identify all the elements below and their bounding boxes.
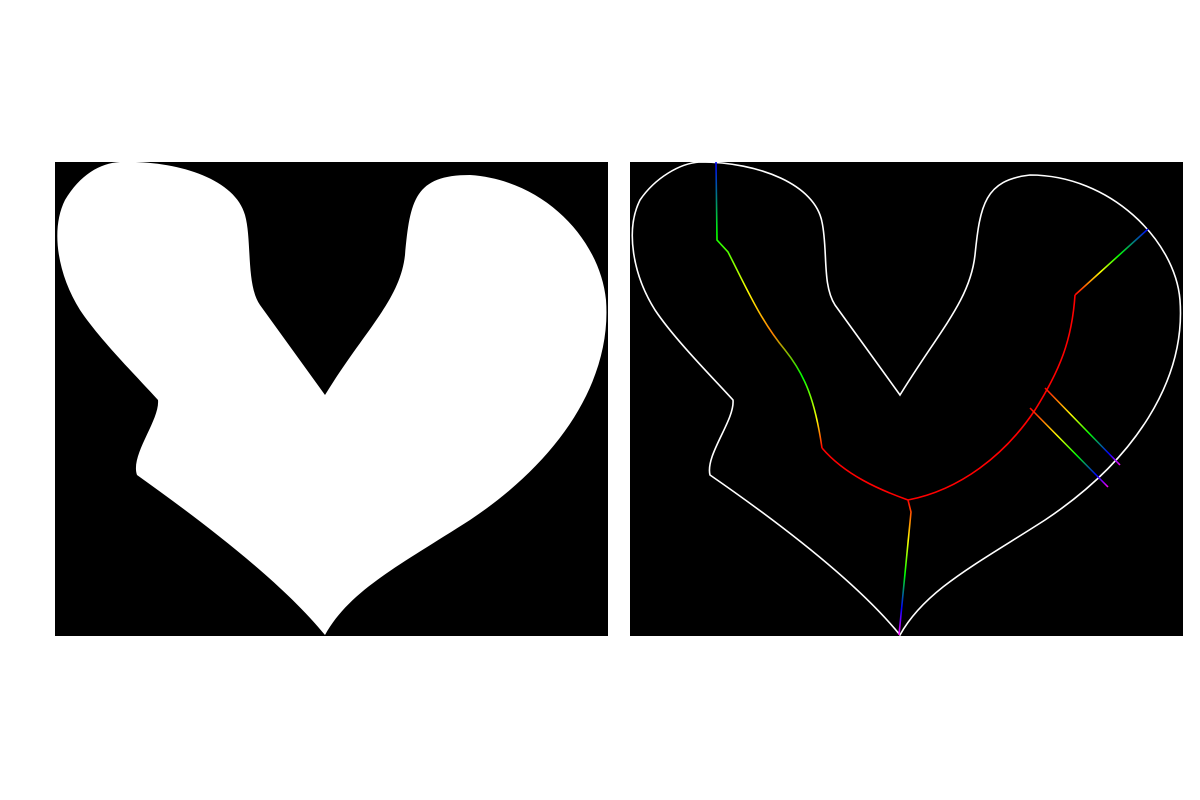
skeleton-branch-center-arc [821, 294, 1076, 501]
skeleton-branch-lower-right-inner [1029, 407, 1109, 488]
skeleton-branch-lower-right-outer [1044, 387, 1121, 466]
skeleton-overlay-panel [630, 161, 1183, 637]
heart-mask-shape [57, 161, 607, 636]
skeleton-branch-top-left [715, 161, 823, 449]
skeleton-branch-upper-right [1074, 228, 1149, 296]
heart-outline [631, 161, 1182, 637]
binary-shape-panel [55, 161, 608, 636]
skeleton-branch-bottom [898, 499, 912, 636]
